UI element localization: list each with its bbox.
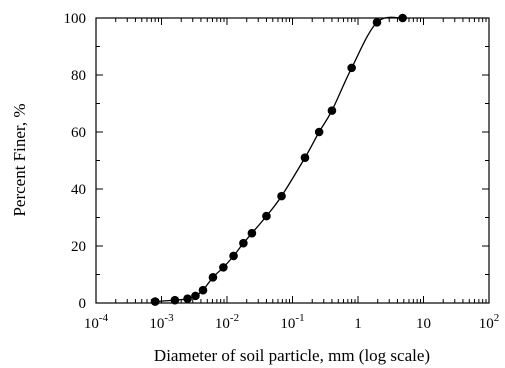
gradation-curve	[155, 16, 403, 303]
x-tick-label: 10-4	[84, 312, 109, 332]
y-axis-title: Percent Finer, %	[10, 103, 29, 216]
y-tick-label: 40	[71, 182, 86, 198]
x-tick-label: 10-1	[280, 312, 304, 332]
data-point	[398, 13, 407, 23]
x-tick-labels: 10-4 10-3 10-2 10-1 1 10 102	[84, 312, 499, 332]
x-tick-label: 10-2	[215, 312, 239, 332]
y-tick-label: 60	[71, 125, 86, 141]
data-point	[198, 285, 208, 295]
data-points	[150, 13, 407, 306]
data-point	[347, 63, 356, 73]
x-tick-label: 102	[479, 312, 500, 332]
data-point	[247, 228, 257, 238]
data-point	[262, 211, 271, 221]
x-tick-label: 10	[416, 316, 431, 332]
data-point	[208, 273, 218, 282]
data-point	[327, 106, 337, 115]
data-point	[314, 127, 324, 137]
y-tick-label: 80	[71, 68, 86, 84]
x-tick-label: 1	[354, 316, 362, 332]
data-point	[183, 294, 192, 304]
y-tick-labels: 0 20 40 60 80 100	[64, 11, 87, 312]
data-point	[277, 191, 286, 201]
data-point	[239, 238, 248, 248]
y-tick-label: 0	[79, 296, 87, 312]
axis-ticks	[95, 17, 490, 304]
data-point	[300, 153, 310, 162]
data-point	[170, 295, 180, 305]
x-tick-label: 10-3	[149, 312, 174, 332]
data-point	[229, 251, 238, 261]
data-point	[150, 297, 160, 306]
y-tick-label: 100	[64, 11, 87, 27]
data-point	[191, 291, 200, 301]
y-tick-label: 20	[71, 239, 86, 255]
plot-frame	[95, 17, 490, 304]
data-point	[372, 17, 382, 27]
data-point	[219, 263, 228, 272]
x-axis-title: Diameter of soil particle, mm (log scale…	[154, 346, 430, 365]
